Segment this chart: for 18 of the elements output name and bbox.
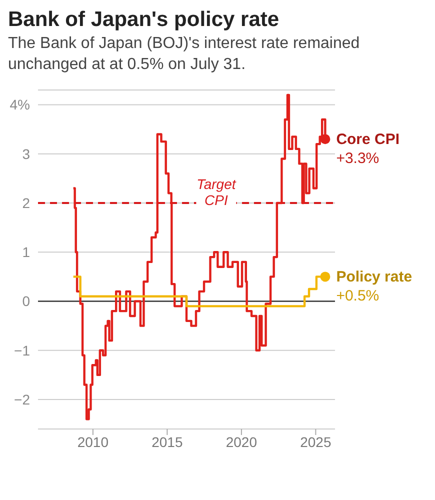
y-tick-label: 3 <box>22 145 30 162</box>
y-tick-label: −1 <box>14 342 30 358</box>
ref-line-label: Target CPI <box>196 176 237 208</box>
chart-subtitle: The Bank of Japan (BOJ)'s interest rate remained unchanged at at 0.5% on July 31. <box>8 34 361 75</box>
x-tick-label: 2020 <box>226 434 258 450</box>
series-label: Policy rate <box>336 268 412 286</box>
x-tick-label: 2015 <box>152 434 183 450</box>
x-tick-label: 2010 <box>77 434 109 450</box>
data-label: +3.3% <box>336 150 380 167</box>
chart-title: Bank of Japan's policy rate <box>8 8 280 32</box>
y-tick-label: 0 <box>22 292 30 309</box>
y-tick-label: 4% <box>10 96 30 112</box>
y-tick-label: −2 <box>14 391 30 408</box>
data-label: +0.5% <box>336 287 380 304</box>
y-tick-label: 1 <box>22 244 30 260</box>
series-label: Core CPI <box>336 130 400 148</box>
y-tick-label: 2 <box>22 194 30 211</box>
x-tick-label: 2025 <box>300 434 332 450</box>
